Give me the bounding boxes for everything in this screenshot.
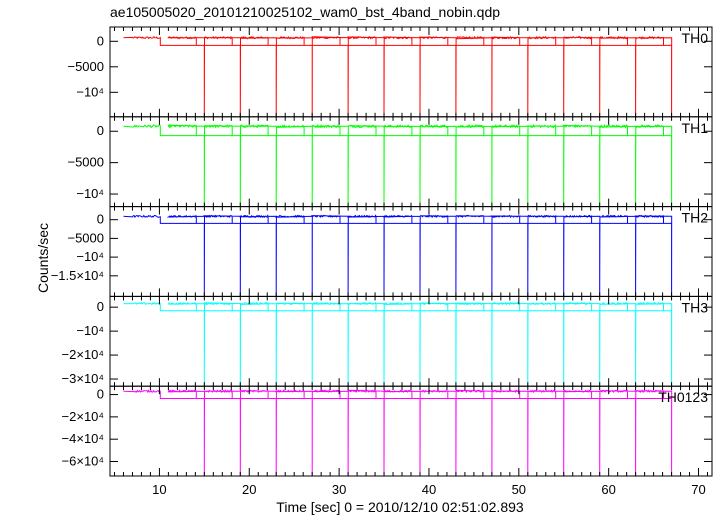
panel-frame <box>109 295 713 387</box>
series-line-th1 <box>123 123 673 207</box>
panel-label: TH1 <box>682 120 709 136</box>
y-tick-label: −5000 <box>67 155 104 170</box>
x-tick-label: 20 <box>242 482 256 497</box>
panel-th3: 0 −10⁴ −2×10⁴ −3×10⁴ TH3 <box>62 295 713 387</box>
series-line-th3 <box>123 301 673 387</box>
y-tick-label: −3×10⁴ <box>62 371 104 386</box>
panel-frame <box>109 385 713 477</box>
panels-group: 0 −5000 −10⁴ TH0 0 −5000 −10⁴ TH1 0 −5000 −10⁴ −1.5… <box>51 26 713 497</box>
y-tick-label: 0 <box>97 33 104 48</box>
y-tick-label: 0 <box>97 212 104 227</box>
panel-th0123: 0 −2×10⁴ −4×10⁴ −6×10⁴ TH0123 <box>62 385 713 477</box>
panel-label: TH2 <box>682 210 709 226</box>
y-tick-label: −10⁴ <box>76 186 104 201</box>
y-axis-label: Counts/sec <box>35 223 51 293</box>
y-tick-label: −6×10⁴ <box>62 453 104 468</box>
x-tick-label: 60 <box>601 482 615 497</box>
panel-frame <box>109 116 713 208</box>
panel-label: TH3 <box>682 299 709 315</box>
panel-th2: 0 −5000 −10⁴ −1.5×10⁴ TH2 <box>51 206 713 297</box>
y-tick-label: −1.5×10⁴ <box>51 268 104 283</box>
y-tick-label: −5000 <box>67 59 104 74</box>
x-axis-label: Time [sec] 0 = 2010/12/10 02:51:02.893 <box>276 499 524 515</box>
y-tick-label: −2×10⁴ <box>62 409 104 424</box>
y-tick-label: −2×10⁴ <box>62 347 104 362</box>
y-tick-label: −10⁴ <box>76 323 104 338</box>
panel-label: TH0 <box>682 30 709 46</box>
y-tick-label: 0 <box>97 299 104 314</box>
y-tick-label: 0 <box>97 387 104 402</box>
series-line-th2 <box>123 214 673 297</box>
panel-frame <box>109 26 713 118</box>
x-tick-label: 50 <box>512 482 526 497</box>
y-tick-label: 0 <box>97 123 104 138</box>
panel-label: TH0123 <box>658 389 708 405</box>
y-tick-label: −10⁴ <box>76 84 104 99</box>
panel-th1: 0 −5000 −10⁴ TH1 <box>67 116 713 208</box>
panel-frame <box>109 206 713 297</box>
x-tick-label: 30 <box>332 482 346 497</box>
y-tick-label: −5000 <box>67 230 104 245</box>
series-line-th0 <box>123 35 673 117</box>
panel-th0: 0 −5000 −10⁴ TH0 <box>67 26 713 118</box>
x-tick-label: 10 <box>152 482 166 497</box>
series-line-th0123 <box>123 389 673 477</box>
y-tick-label: −4×10⁴ <box>62 431 104 446</box>
chart-title: ae105005020_20101210025102_wam0_bst_4ban… <box>110 4 500 20</box>
x-tick-label: 70 <box>691 482 705 497</box>
x-tick-label: 40 <box>422 482 436 497</box>
y-tick-label: −10⁴ <box>76 249 104 264</box>
